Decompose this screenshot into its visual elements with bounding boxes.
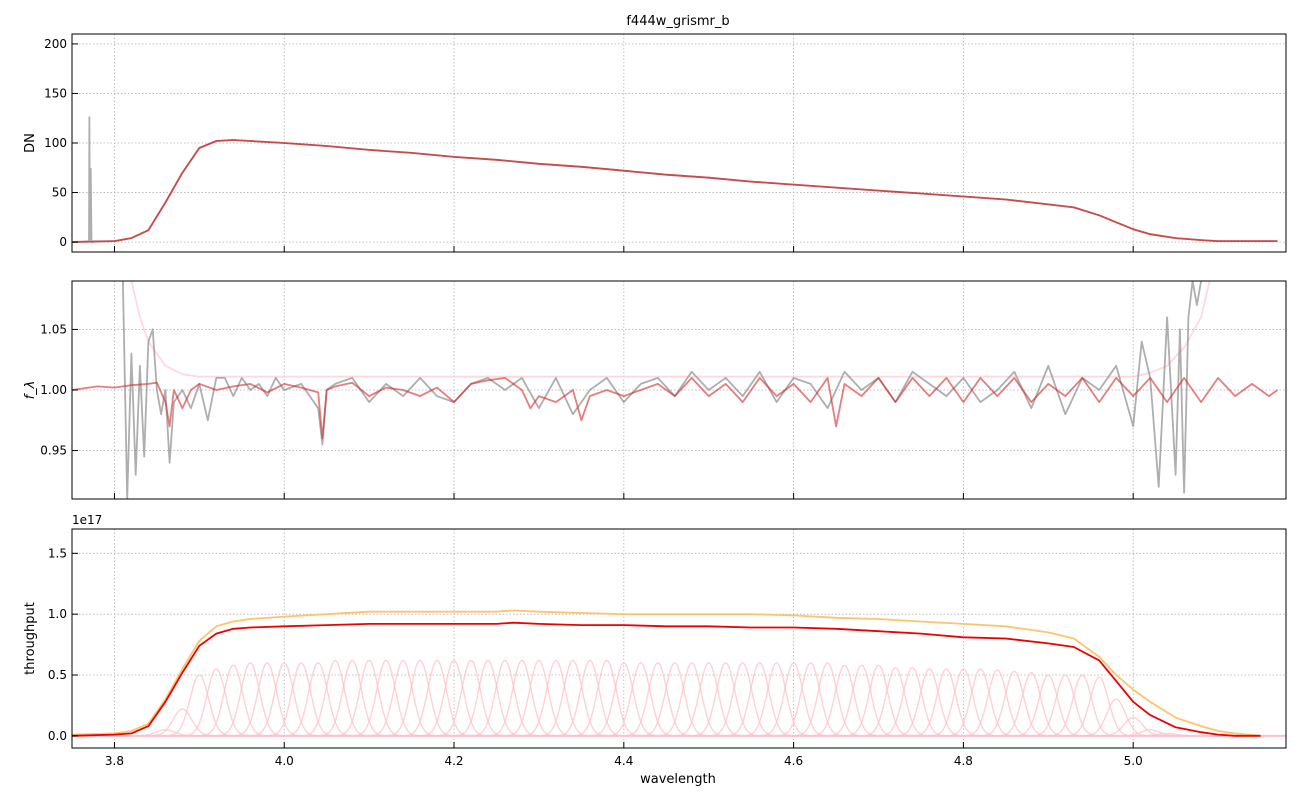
filter-band-curve bbox=[1027, 674, 1103, 737]
filter-band-curve bbox=[1061, 676, 1137, 737]
grid bbox=[72, 34, 1286, 252]
x-tick-label: 3.8 bbox=[105, 754, 124, 768]
y-tick-label: 200 bbox=[44, 37, 67, 51]
series-line-2 bbox=[72, 377, 1279, 440]
x-axis-label: wavelength bbox=[640, 772, 716, 787]
y-tick-label: 150 bbox=[44, 86, 67, 100]
y-tick-label: 0 bbox=[59, 235, 67, 249]
y-tick-label: 1.0 bbox=[48, 607, 67, 621]
y-tick-label: 0.0 bbox=[48, 729, 67, 743]
series-line-1 bbox=[72, 621, 1261, 737]
panel-middle: 0.95 1.00 1.05 f_λ bbox=[23, 280, 1287, 500]
x-tick-label: 4.4 bbox=[614, 754, 633, 768]
x-tick-label: 4.8 bbox=[954, 754, 973, 768]
x-tick-label: 4.6 bbox=[784, 754, 803, 768]
y-tick-label: 0.5 bbox=[48, 668, 67, 682]
series-line-1 bbox=[72, 139, 1278, 243]
y-axis-label: f_λ bbox=[23, 381, 38, 400]
y-axis-label: throughput bbox=[23, 602, 38, 675]
y-tick-label: 1.5 bbox=[48, 546, 67, 560]
x-tick-label: 4.2 bbox=[444, 754, 463, 768]
figure-title: f444w_grismr_b bbox=[626, 14, 729, 29]
y-tick-label: 1.05 bbox=[40, 322, 67, 336]
y-tick-label: 50 bbox=[52, 186, 67, 200]
x-tick-label: 5.0 bbox=[1124, 754, 1143, 768]
x-tick-label: 4.0 bbox=[275, 754, 294, 768]
y-tick-label: 100 bbox=[44, 136, 67, 150]
series-line-1 bbox=[122, 281, 1202, 499]
panel-top: 0 50 100 150 200 DN bbox=[23, 33, 1287, 253]
series-line-0 bbox=[72, 609, 1261, 737]
y-tick-label: 1.00 bbox=[40, 383, 67, 397]
panel-bottom: 3.8 4.0 4.2 4.4 4.6 4.8 5.0 0.0 0.5 1.0 1.5 through… bbox=[23, 513, 1287, 768]
plot-area bbox=[72, 609, 1286, 737]
y-tick-label: 0.95 bbox=[40, 444, 67, 458]
filter-band-curve bbox=[1078, 698, 1154, 737]
filter-band-curve bbox=[1044, 674, 1120, 737]
plot-area bbox=[72, 281, 1279, 499]
y-axis-label: DN bbox=[23, 133, 38, 153]
plot-area bbox=[72, 116, 1278, 243]
y-offset-label: 1e17 bbox=[72, 513, 102, 527]
axes-frame bbox=[71, 528, 1287, 749]
